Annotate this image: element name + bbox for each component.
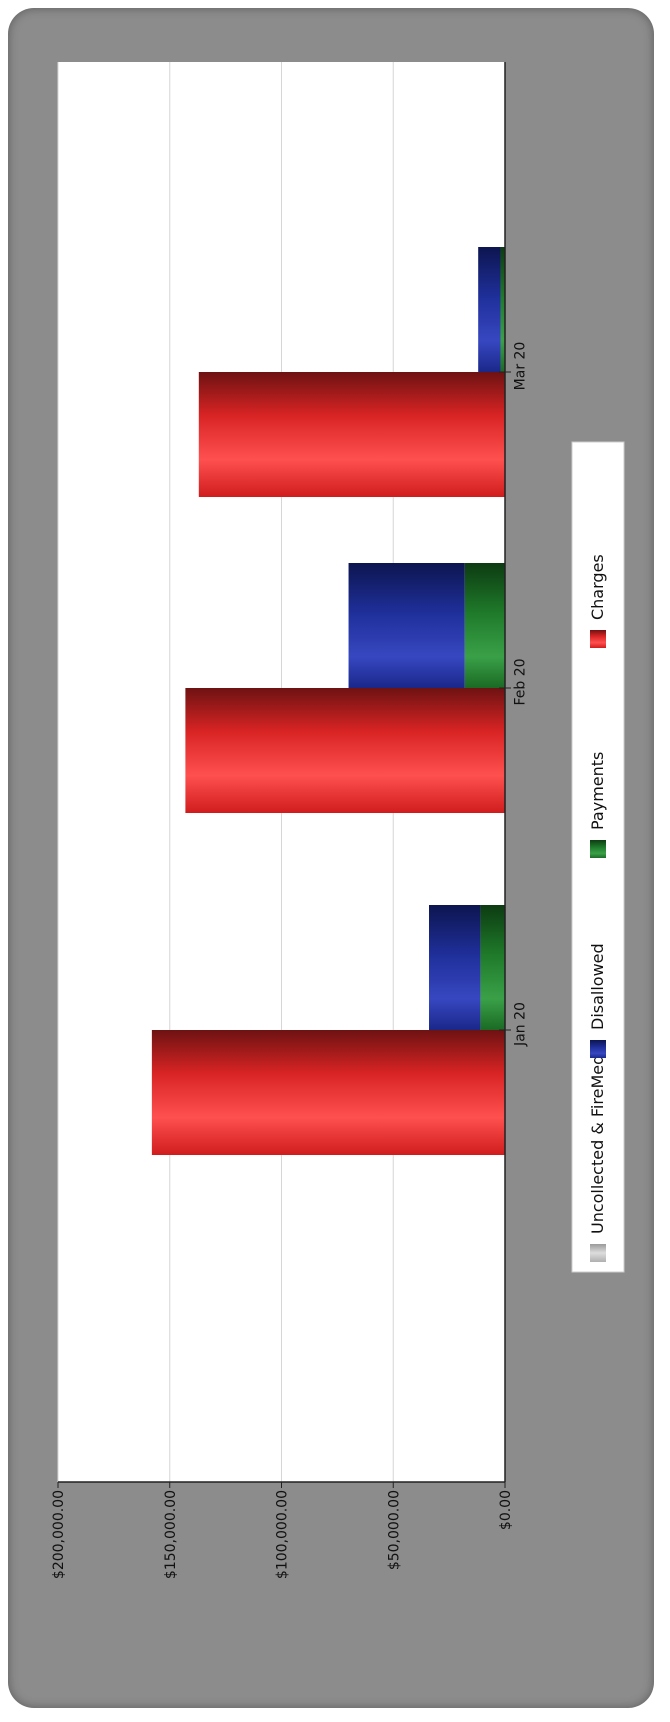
bar-disallowed	[429, 905, 481, 1030]
x-tick-label: Jan 20	[513, 1002, 529, 1047]
bar-charges	[151, 1030, 505, 1155]
y-tick-label: $200,000.00	[51, 1490, 67, 1579]
legend-swatch	[590, 1244, 606, 1262]
legend-label: Disallowed	[588, 943, 607, 1030]
bar-charges	[198, 372, 505, 497]
y-tick-label: $0.00	[498, 1490, 514, 1530]
bar-disallowed	[478, 247, 501, 372]
legend: Uncollected & FireMed Disallowed Payments C…	[571, 441, 625, 1273]
bar-charges	[185, 688, 505, 813]
legend-swatch	[590, 1040, 606, 1058]
tick-labels: $200,000.00 $150,000.00 $100,000.00 $50,000…	[51, 342, 529, 1579]
legend-swatch	[590, 630, 606, 648]
y-tick-label: $50,000.00	[386, 1490, 402, 1570]
x-tick-label: Feb 20	[513, 658, 529, 705]
y-tick-label: $150,000.00	[163, 1490, 179, 1579]
legend-swatch	[590, 840, 606, 858]
bars	[151, 247, 505, 1155]
legend-label: Uncollected & FireMed	[588, 1055, 607, 1234]
x-tick-label: Mar 20	[513, 342, 529, 391]
legend-label: Charges	[588, 554, 607, 620]
bar-disallowed	[348, 563, 465, 688]
y-tick-label: $100,000.00	[275, 1490, 291, 1579]
bar-payments	[500, 247, 505, 372]
legend-box	[571, 441, 625, 1273]
bar-payments	[480, 905, 505, 1030]
bar-payments	[464, 563, 505, 688]
legend-label: Payments	[588, 752, 607, 830]
